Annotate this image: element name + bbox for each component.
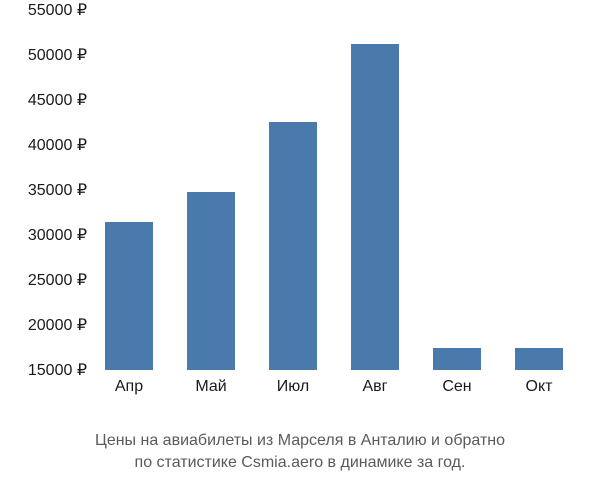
bar xyxy=(433,348,481,371)
x-tick-label: Май xyxy=(195,378,226,396)
plot-area xyxy=(95,10,590,370)
bar xyxy=(105,222,153,371)
bar xyxy=(187,192,235,370)
bar xyxy=(351,44,399,370)
x-tick-label: Апр xyxy=(115,378,143,396)
bar-chart: 15000 ₽ 20000 ₽ 25000 ₽ 30000 ₽ 35000 ₽ 40000… xyxy=(0,0,600,420)
bar xyxy=(515,348,563,371)
y-tick-label: 30000 ₽ xyxy=(28,225,87,245)
x-axis: Апр Май Июл Авг Сен Окт xyxy=(95,378,590,408)
y-tick-label: 55000 ₽ xyxy=(28,0,87,20)
caption-line-2: по статистике Csmia.aero в динамике за г… xyxy=(0,452,600,474)
y-tick-label: 45000 ₽ xyxy=(28,90,87,110)
chart-caption: Цены на авиабилеты из Марселя в Анталию … xyxy=(0,430,600,475)
x-tick-label: Сен xyxy=(442,378,471,396)
x-tick-label: Июл xyxy=(277,378,309,396)
y-tick-label: 40000 ₽ xyxy=(28,135,87,155)
y-tick-label: 20000 ₽ xyxy=(28,315,87,335)
bar xyxy=(269,122,317,370)
x-tick-label: Авг xyxy=(362,378,387,396)
y-axis: 15000 ₽ 20000 ₽ 25000 ₽ 30000 ₽ 35000 ₽ 40000… xyxy=(0,0,95,380)
y-tick-label: 35000 ₽ xyxy=(28,180,87,200)
y-tick-label: 25000 ₽ xyxy=(28,270,87,290)
caption-line-1: Цены на авиабилеты из Марселя в Анталию … xyxy=(0,430,600,452)
y-tick-label: 15000 ₽ xyxy=(28,360,87,380)
x-tick-label: Окт xyxy=(526,378,553,396)
y-tick-label: 50000 ₽ xyxy=(28,45,87,65)
